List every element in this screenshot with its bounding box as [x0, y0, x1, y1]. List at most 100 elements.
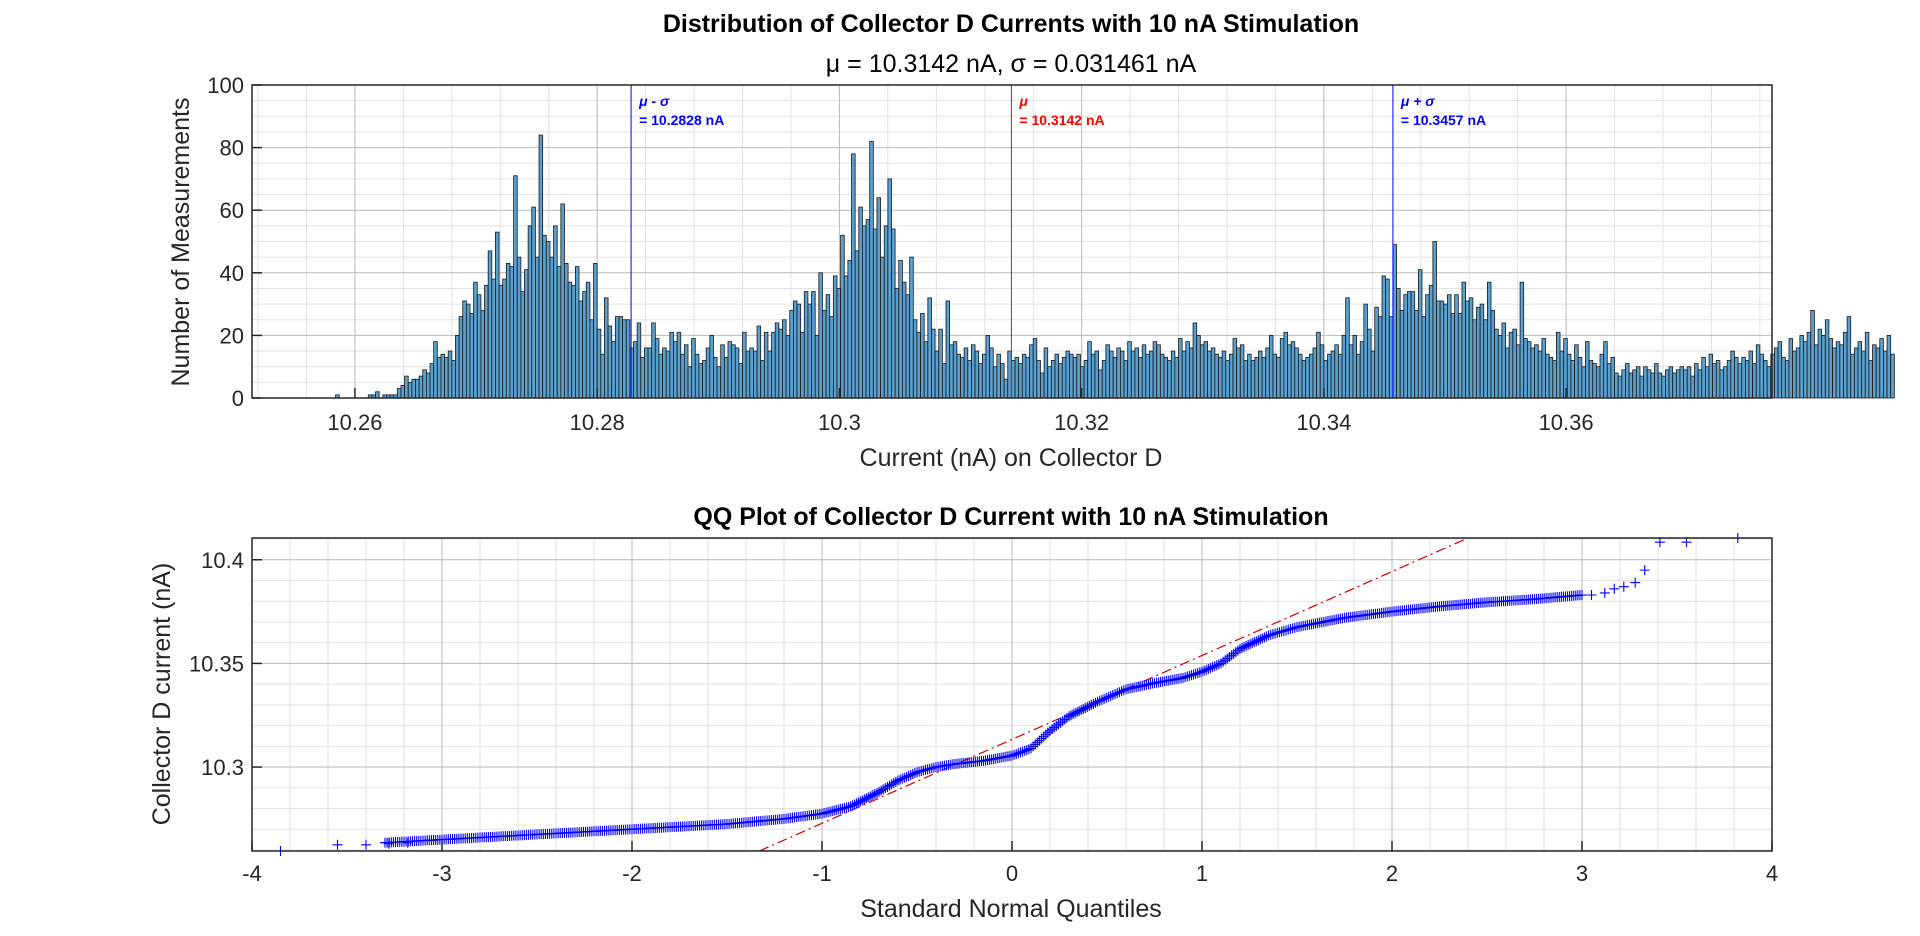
- histogram-bar: [440, 353, 445, 399]
- qq-point: [1078, 704, 1089, 715]
- histogram-bar: [927, 297, 932, 399]
- histogram-bar: [811, 291, 816, 399]
- histogram-bar: [585, 281, 591, 399]
- histogram-bar: [1759, 353, 1764, 399]
- qq-point: [1116, 686, 1127, 697]
- histogram-bar: [1439, 300, 1445, 399]
- histogram-bar: [1094, 350, 1099, 399]
- histogram-bar: [1832, 347, 1837, 399]
- histogram-bar: [480, 309, 485, 399]
- histogram-bar: [1189, 347, 1194, 399]
- qq-point: [1253, 635, 1264, 646]
- histogram-bar: [1810, 309, 1815, 399]
- histogram-bar: [407, 381, 413, 399]
- qq-point: [1261, 631, 1272, 642]
- histogram-bar: [607, 325, 613, 399]
- qq-point: [1577, 590, 1587, 601]
- histogram-bar: [1312, 347, 1318, 399]
- qq-point: [918, 765, 929, 776]
- histogram-x-tick-label: 10.3: [818, 410, 861, 435]
- histogram-bar: [1178, 338, 1183, 399]
- qq-point: [1239, 641, 1250, 652]
- qq-point: [884, 780, 895, 791]
- qq-point: [867, 790, 878, 801]
- histogram-bar: [702, 360, 707, 399]
- histogram-bar: [1152, 341, 1158, 399]
- histogram-bar: [1828, 338, 1833, 399]
- histogram-bar: [1356, 353, 1361, 399]
- histogram-bar: [516, 256, 522, 399]
- qq-point: [855, 796, 866, 807]
- qq-point: [914, 766, 925, 777]
- annotation-label-symbol: μ: [1018, 93, 1028, 109]
- qq-point: [1080, 702, 1091, 713]
- histogram-bar: [484, 284, 489, 399]
- qq-point: [1038, 731, 1049, 742]
- histogram-bar: [1338, 353, 1343, 399]
- qq-tail-point: [332, 839, 343, 850]
- histogram-bar: [822, 309, 827, 399]
- qq-point: [893, 775, 903, 786]
- histogram-bar: [1868, 360, 1873, 399]
- qq-xlabel: Standard Normal Quantiles: [860, 895, 1162, 923]
- histogram-bar: [502, 278, 507, 399]
- histogram-bar: [1101, 360, 1107, 399]
- histogram-bar: [1268, 334, 1274, 399]
- histogram-bar: [396, 388, 402, 399]
- histogram-bar: [520, 291, 525, 399]
- histogram-bar: [1817, 328, 1823, 399]
- histogram-bar: [1163, 356, 1169, 399]
- histogram-bar: [923, 341, 929, 399]
- histogram-y-tick-label: 60: [220, 198, 244, 223]
- qq-point: [1180, 672, 1191, 683]
- histogram-bar: [1272, 353, 1278, 399]
- histogram-bar: [1239, 344, 1245, 399]
- qq-point: [1009, 749, 1020, 760]
- histogram-bar: [1363, 303, 1368, 399]
- histogram-bar: [1606, 363, 1612, 399]
- histogram-bar: [1646, 369, 1652, 399]
- histogram-bar: [1534, 344, 1539, 399]
- qq-point: [1023, 744, 1034, 755]
- histogram-bar: [404, 375, 409, 399]
- qq-point: [1101, 692, 1112, 703]
- histogram-bar: [1748, 350, 1754, 399]
- qq-x-tick-label: -1: [812, 861, 832, 886]
- qq-point: [1207, 662, 1218, 673]
- histogram-bar: [1207, 350, 1212, 399]
- histogram-bar: [851, 153, 856, 399]
- histogram-bar: [1265, 347, 1270, 399]
- qq-point: [1013, 748, 1024, 759]
- histogram-bar: [1443, 303, 1448, 399]
- histogram-ylabel: Number of Measurements: [167, 97, 195, 386]
- histogram-bar: [665, 350, 671, 399]
- histogram-bar: [1635, 366, 1641, 399]
- histogram-bar: [901, 281, 907, 399]
- qq-point: [869, 788, 880, 799]
- histogram-bar: [945, 300, 951, 399]
- histogram-bar: [1683, 369, 1688, 399]
- histogram-bar: [920, 313, 925, 399]
- qq-point: [909, 768, 920, 779]
- histogram-bar: [1021, 353, 1027, 399]
- histogram-bar: [1432, 241, 1437, 399]
- histogram-bar: [1614, 372, 1619, 399]
- histogram-bar: [647, 347, 653, 399]
- histogram-bar: [1668, 366, 1674, 399]
- histogram-bar: [967, 360, 972, 399]
- histogram-bar: [538, 134, 544, 399]
- histogram-bar: [1661, 375, 1666, 399]
- histogram-axes-box: [251, 84, 1773, 399]
- histogram-bar: [1737, 363, 1743, 399]
- qq-point: [1205, 663, 1216, 674]
- histogram-bar: [1621, 369, 1626, 399]
- qq-point: [1082, 701, 1093, 712]
- histogram-bar: [1109, 350, 1114, 399]
- histogram-bar: [1367, 328, 1372, 399]
- histogram-x-tick-label: 10.26: [327, 410, 382, 435]
- qq-y-tick-label: 10.4: [201, 548, 244, 573]
- histogram-bar: [1290, 341, 1296, 399]
- histogram-bar: [774, 322, 780, 399]
- histogram-y-tick-label: 100: [207, 73, 244, 98]
- qq-point: [880, 783, 891, 794]
